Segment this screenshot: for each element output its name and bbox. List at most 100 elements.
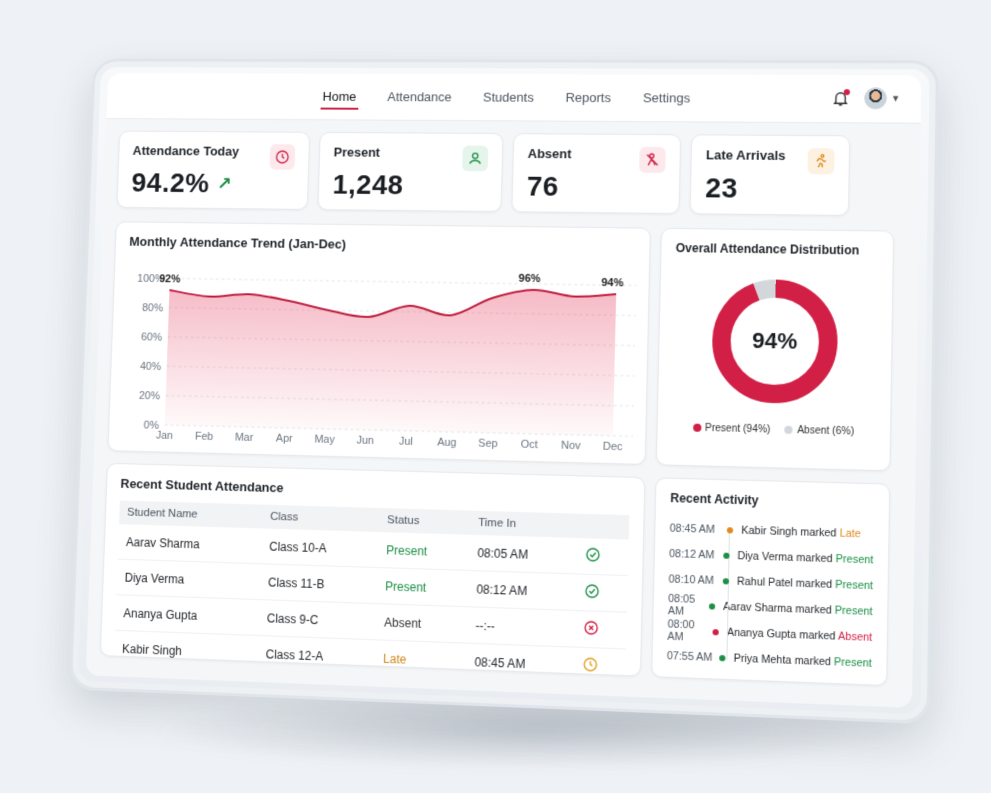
tab-settings[interactable]: Settings [642, 90, 691, 106]
stat-value-text: 94.2% [131, 167, 210, 199]
stat-card-attendance-today: Attendance Today 94.2% ↗ [116, 130, 311, 210]
legend-present: Present (94%) [692, 422, 771, 436]
x-tick-label: Jun [356, 434, 374, 447]
donut-center-label: 94% [751, 327, 798, 354]
activity-message: Priya Mehta marked [733, 651, 832, 668]
bottom-row: Recent Student Attendance Student Name C… [99, 462, 901, 687]
x-tick-label: Jan [156, 430, 173, 442]
clock-icon [573, 647, 626, 685]
cell-class: Class 10-A [260, 528, 379, 568]
y-tick-label: 100% [137, 273, 165, 285]
activity-status: Present [834, 603, 873, 618]
legend-present-label: Present (94%) [704, 422, 771, 436]
activity-text: Priya Mehta marked Present [733, 652, 871, 669]
activity-dot [712, 628, 719, 635]
tab-reports[interactable]: Reports [565, 90, 612, 106]
tab-attendance[interactable]: Attendance [387, 89, 452, 105]
user-avatar[interactable] [864, 87, 888, 110]
clock-icon [269, 144, 296, 170]
activity-status: Late [839, 526, 861, 540]
cell-name: Ananya Gupta [115, 594, 260, 636]
cell-status: Absent [375, 603, 468, 644]
check-circle-icon [576, 537, 629, 576]
stat-card-late-arrivals: Late Arrivals 23 [689, 134, 851, 216]
x-tick-label: Jul [399, 435, 413, 448]
cell-name: Aarav Sharma [117, 524, 262, 564]
activity-message: Kabir Singh marked [741, 524, 837, 540]
x-tick-label: Feb [195, 430, 214, 443]
activity-status: Present [835, 578, 874, 592]
activity-time: 08:45 AM [669, 521, 716, 536]
activity-text: Diya Verma marked Present [737, 549, 873, 566]
cell-class: Class 12-A [265, 646, 324, 664]
x-circle-icon [574, 610, 628, 649]
x-tick-label: Sep [478, 437, 498, 450]
table-title: Recent Student Attendance [120, 475, 284, 496]
col-class: Class [261, 504, 380, 532]
activity-dot [719, 654, 726, 661]
activity-list: 08:45 AM Kabir Singh marked Late 08:12 AM D… [667, 515, 874, 676]
cell-status: Present [377, 531, 470, 571]
activity-text: Ananya Gupta marked Absent [727, 626, 873, 644]
donut-legend: Present (94%) Absent (6%) [672, 422, 876, 438]
cell-status: Present [376, 567, 469, 607]
activity-status: Present [835, 552, 874, 566]
col-time-in: Time In [469, 510, 578, 538]
y-tick-label: 60% [141, 331, 163, 343]
stat-value: 94.2% ↗ [131, 167, 295, 200]
cell-time: 08:05 AM [468, 534, 577, 574]
nav-tabs: Home Attendance Students Reports Setting… [320, 76, 693, 120]
legend-swatch-absent [784, 426, 794, 435]
recent-attendance-panel: Recent Student Attendance Student Name C… [99, 462, 646, 677]
dashboard-screen: Home Attendance Students Reports Setting… [85, 72, 922, 708]
y-tick-label: 80% [142, 302, 164, 314]
y-tick-label: 20% [139, 390, 161, 402]
cell-time: 08:12 AM [467, 570, 577, 611]
cell-time: 08:45 AM [474, 654, 526, 671]
activity-text: Aarav Sharma marked Present [723, 600, 873, 617]
notification-bell-icon[interactable] [831, 89, 851, 107]
activity-message: Aarav Sharma marked [723, 600, 832, 617]
user-cross-icon [639, 146, 666, 173]
activity-dot [722, 577, 729, 584]
activity-message: Diya Verma marked [737, 549, 833, 565]
recent-activity-panel: Recent Activity 08:45 AM Kabir Singh mark… [651, 477, 891, 687]
activity-time: 07:55 AM [666, 649, 713, 664]
y-tick-label: 40% [140, 361, 162, 373]
trend-up-icon: ↗ [216, 173, 233, 193]
col-status: Status [378, 507, 471, 535]
chevron-down-icon[interactable]: ▼ [891, 93, 901, 104]
activity-time: 08:05 AM [667, 592, 696, 618]
activity-text: Rahul Patel marked Present [737, 575, 873, 592]
data-label: 94% [601, 277, 624, 290]
activity-time: 08:10 AM [668, 572, 715, 587]
activity-dot [708, 602, 716, 610]
tab-home[interactable]: Home [320, 76, 359, 118]
stat-value: 1,248 [332, 169, 404, 201]
x-tick-label: Mar [235, 431, 254, 444]
distribution-panel: Overall Attendance Distribution 94% Pres… [655, 227, 895, 472]
stat-value: 23 [704, 172, 739, 204]
monthly-trend-panel: Monthly Attendance Trend (Jan-Dec) 0% 20%… [107, 221, 651, 465]
activity-time: 08:00 AM [667, 617, 695, 643]
activity-text: Kabir Singh marked Late [741, 524, 861, 540]
y-tick-label: 0% [144, 419, 160, 431]
cell-name: Kabir Singh [121, 641, 183, 658]
col-icon [576, 513, 630, 540]
x-tick-label: Nov [561, 439, 582, 452]
x-tick-label: Apr [276, 432, 293, 445]
tab-students[interactable]: Students [482, 89, 534, 105]
legend-absent: Absent (6%) [784, 425, 854, 438]
cell-name: Diya Verma [116, 559, 261, 600]
main-content: Attendance Today 94.2% ↗ Present 1,248 [86, 119, 921, 700]
running-icon [807, 148, 835, 175]
check-circle-icon [575, 573, 628, 613]
stat-card-present: Present 1,248 [317, 131, 504, 213]
cell-class: Class 9-C [258, 599, 377, 640]
activity-time: 08:12 AM [669, 547, 715, 562]
cell-status: Late [382, 651, 407, 667]
cell-time: --:-- [466, 606, 576, 648]
donut-title: Overall Attendance Distribution [675, 241, 860, 258]
legend-swatch-present [692, 423, 701, 433]
cell-class: Class 11-B [259, 563, 378, 604]
